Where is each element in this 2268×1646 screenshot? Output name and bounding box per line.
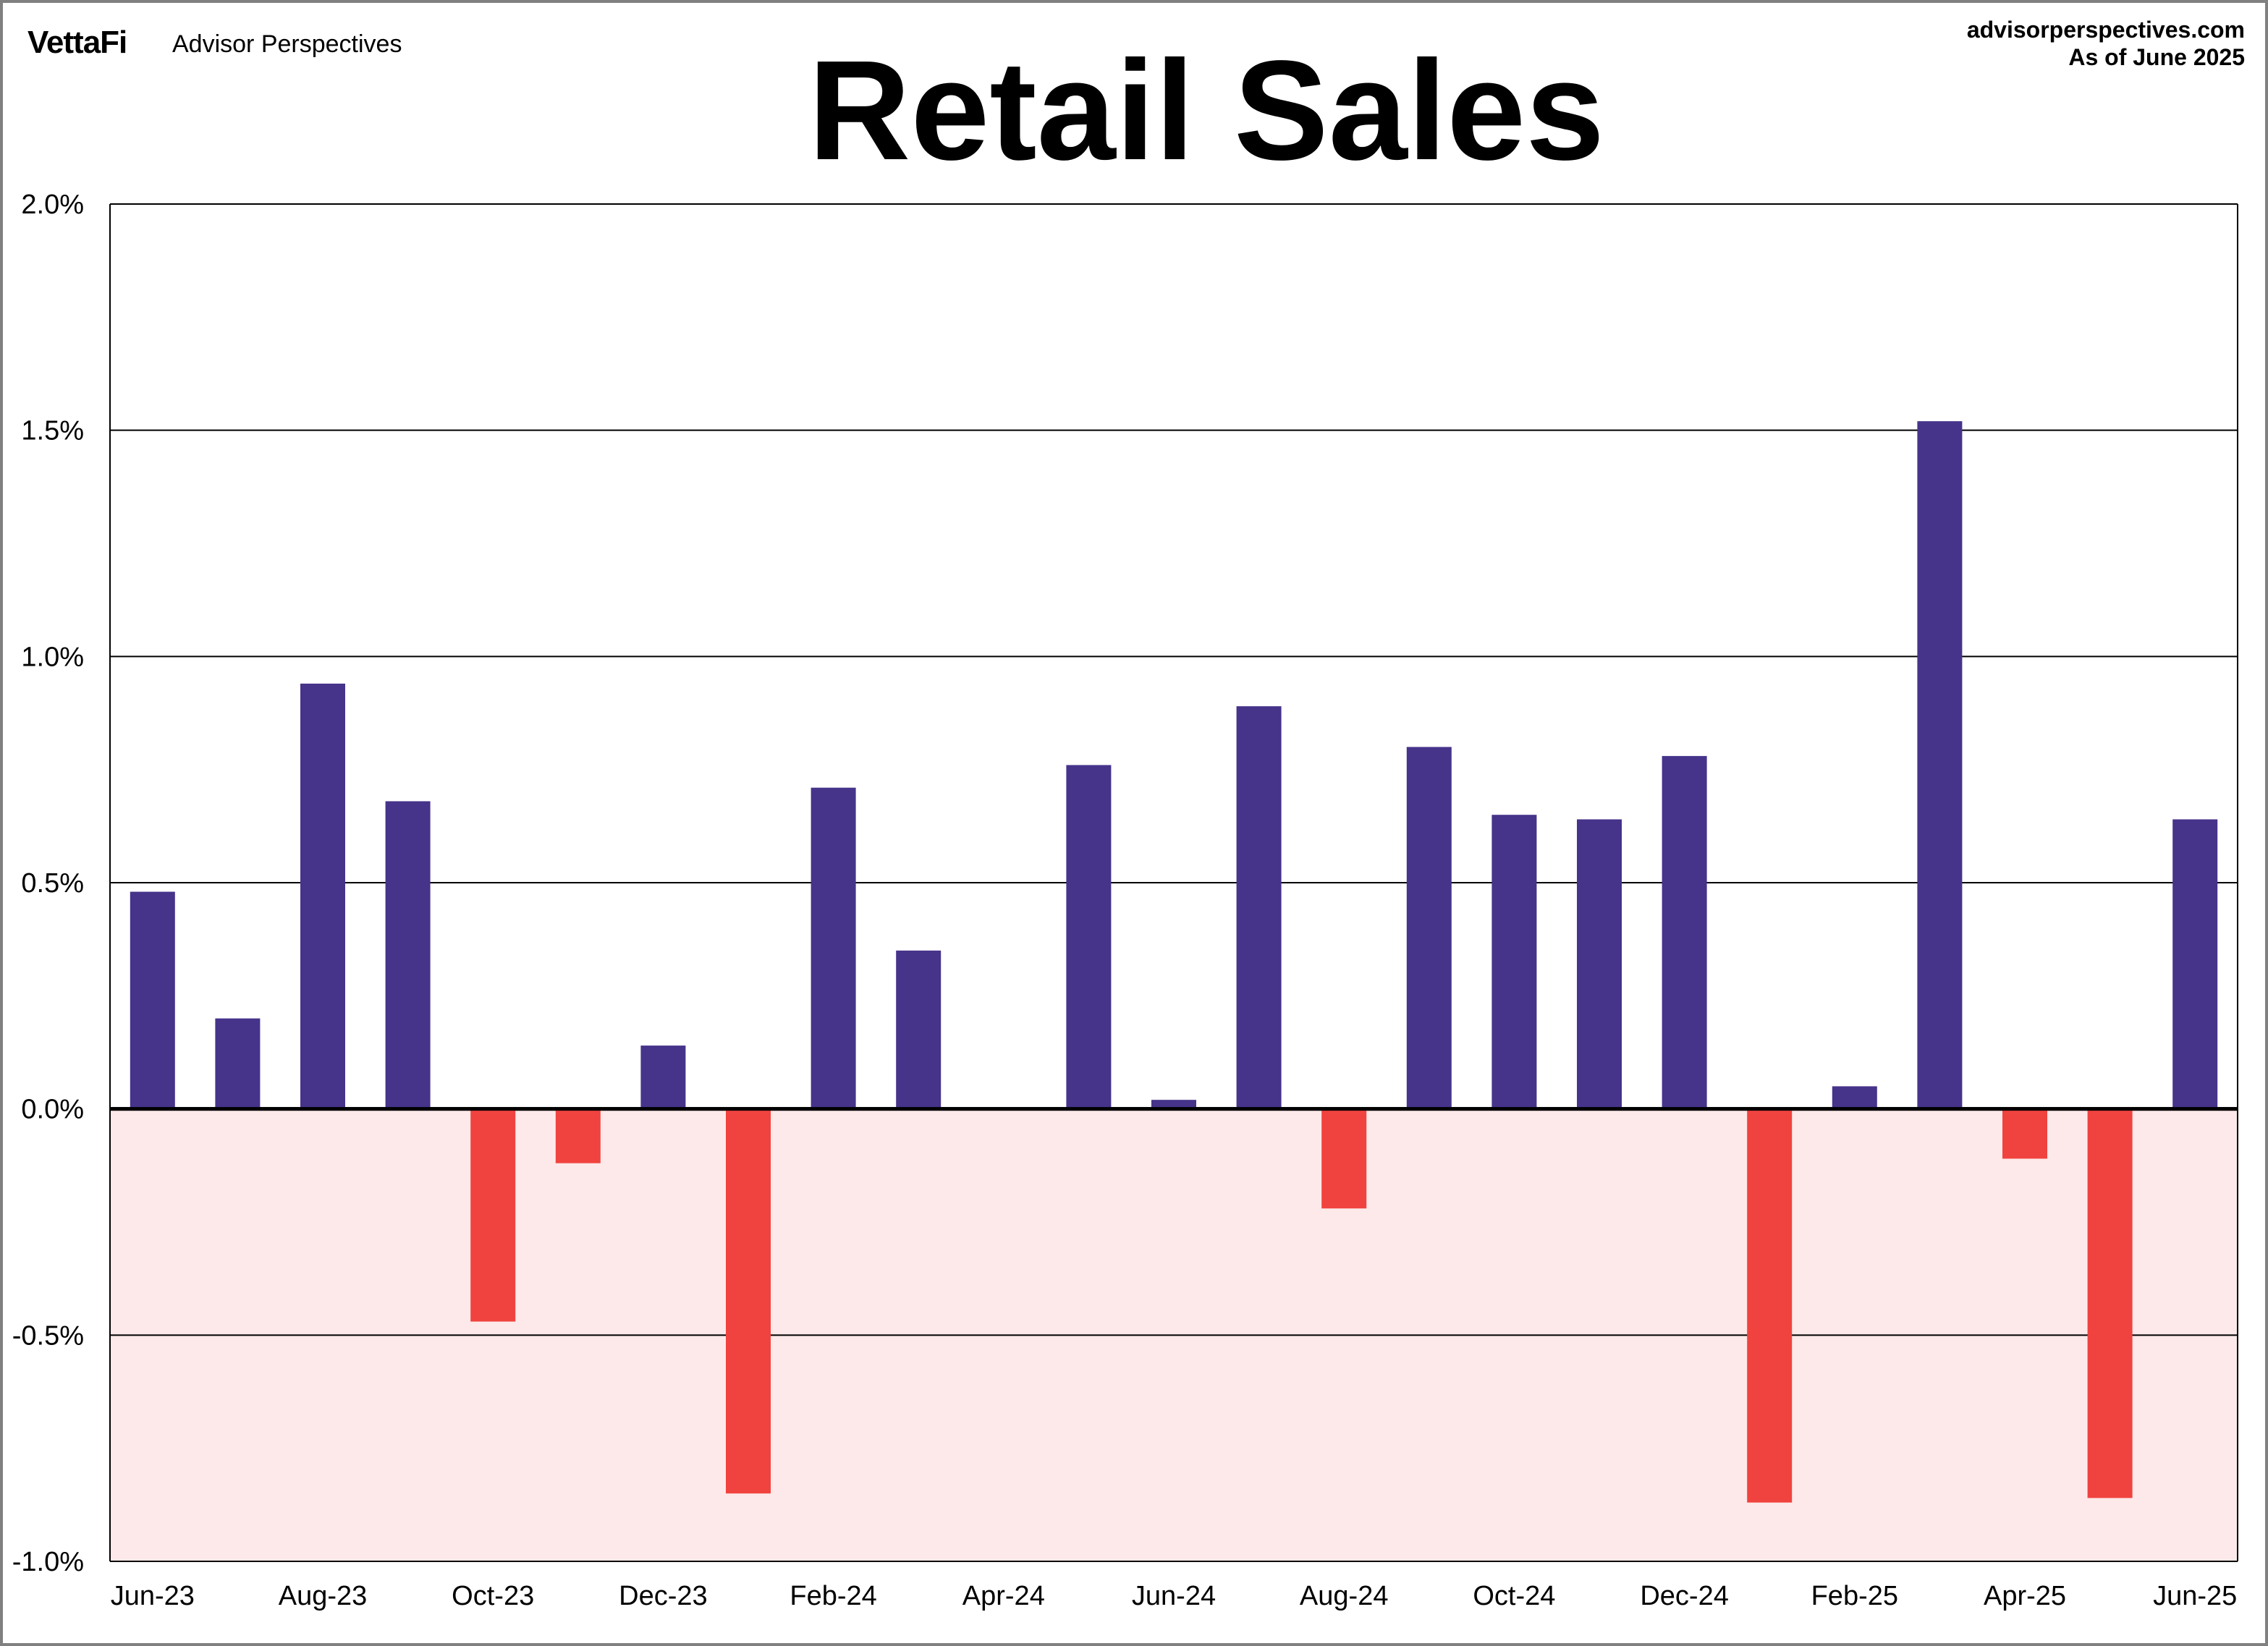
bar (2172, 819, 2218, 1109)
bar (1066, 765, 1112, 1109)
x-tick-label: Feb-25 (1811, 1581, 1898, 1611)
bar (640, 1045, 686, 1109)
bar (1917, 421, 1963, 1109)
x-tick-label: Feb-24 (790, 1581, 876, 1611)
bar (1321, 1108, 1367, 1209)
bar (896, 950, 942, 1109)
vettafi-logo: VettaFi (27, 25, 127, 60)
bar (2087, 1108, 2133, 1498)
x-tick-label: Apr-25 (1984, 1581, 2066, 1611)
x-tick-label: Jun-24 (1132, 1581, 1216, 1611)
x-tick-label: Oct-24 (1473, 1581, 1555, 1611)
bar (555, 1108, 601, 1163)
x-tick-label: Aug-23 (279, 1581, 368, 1611)
x-tick-label: Oct-23 (452, 1581, 534, 1611)
bar (130, 891, 175, 1109)
bar (2002, 1108, 2047, 1159)
y-tick-label: 1.0% (21, 642, 84, 672)
bar (470, 1108, 516, 1322)
bar (1747, 1108, 1793, 1503)
y-tick-label: 2.0% (21, 190, 84, 220)
bar (1662, 755, 1707, 1109)
y-tick-label: 0.5% (21, 868, 84, 899)
y-tick-label: 1.5% (21, 416, 84, 446)
x-tick-label: Apr-24 (962, 1581, 1045, 1611)
bar (1151, 1100, 1196, 1109)
bar (726, 1108, 771, 1494)
chart-title: Retail Sales (808, 31, 1605, 190)
as-of-date: As of June 2025 (2068, 44, 2245, 70)
x-tick-label: Aug-24 (1300, 1581, 1389, 1611)
x-tick-label: Dec-23 (619, 1581, 708, 1611)
bar (811, 787, 856, 1109)
x-tick-label: Jun-25 (2153, 1581, 2237, 1611)
y-tick-label: -1.0% (12, 1547, 84, 1577)
y-tick-label: -0.5% (12, 1320, 84, 1351)
bar (215, 1018, 261, 1109)
x-tick-label: Jun-23 (111, 1581, 195, 1611)
bar (300, 683, 345, 1109)
y-tick-label: 0.0% (21, 1095, 84, 1125)
bar (1406, 747, 1452, 1109)
site-url: advisorperspectives.com (1966, 17, 2245, 43)
bar (1832, 1086, 1877, 1109)
brand-name: Advisor Perspectives (172, 30, 402, 58)
bar (1577, 819, 1622, 1109)
bar (1491, 815, 1537, 1109)
source-info: advisorperspectives.com As of June 2025 (1967, 16, 2245, 71)
bar (1236, 706, 1282, 1109)
bar (385, 801, 431, 1109)
x-tick-label: Dec-24 (1640, 1581, 1729, 1611)
